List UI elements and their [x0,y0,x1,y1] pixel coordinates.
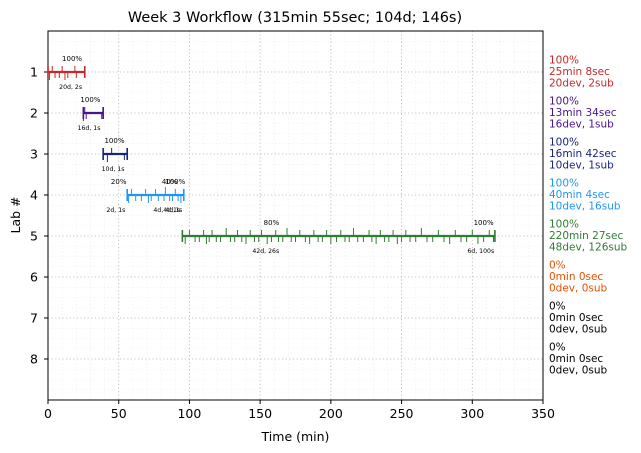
lab-3-summary-line: 10dev, 1sub [549,160,614,172]
lab-5-percent-label: 80% [264,219,280,227]
lab-4-percent-label: 100% [165,178,185,186]
x-tick-label: 350 [531,406,555,421]
x-tick-label: 0 [44,406,52,421]
lab-2-summary-label: 16d, 1s [78,125,101,132]
lab-1-summary-label: 20d, 2s [59,84,82,91]
y-axis-label: Lab # [8,196,23,233]
x-tick-label: 150 [248,406,272,421]
y-tick-label: 5 [30,229,38,244]
lab-3-summary-line: 100% [549,137,579,149]
y-tick-label: 3 [30,147,38,162]
lab-4-summary-line: 40min 4sec [549,189,610,201]
x-tick-label: 250 [390,406,414,421]
lab-4-summary-label: 2d, 1s [106,207,125,214]
x-tick-label: 300 [460,406,484,421]
lab-8-summary-line: 0dev, 0sub [549,365,608,377]
lab-1-summary-line: 25min 8sec [549,66,610,78]
grid-lines [47,31,544,400]
lab-4-summary-line: 10dev, 16sub [549,201,621,213]
x-tick-label: 200 [319,406,343,421]
lab-4-percent-label: 40% [162,178,178,186]
axes: 0 50 100 150 200 250 300 350 1 2 3 4 5 6 7 8 [30,65,555,422]
lab-2-summary-line: 16dev, 1sub [549,119,614,131]
lab-3-series: 100% 10d, 1s [102,137,128,173]
y-tick-label: 4 [30,188,38,203]
lab-1-percent-label: 100% [62,55,82,63]
lab-5-series: 80% 100% 42d, 26s 6d, 100s [181,219,496,255]
x-axis-label: Time (min) [261,429,330,444]
lab-3-percent-label: 100% [104,137,124,145]
lab-1-summary-line: 20dev, 2sub [549,78,614,90]
lab-5-summary-line: 220min 27sec [549,230,623,242]
y-tick-label: 6 [30,270,38,285]
lab-5-summary-line: 48dev, 126sub [549,242,628,254]
lab-4-percent-label: 20% [111,178,127,186]
lab-3-summary-label: 10d, 1s [102,166,125,173]
lab-5-summary-line: 100% [549,219,579,231]
lab-6-summary-line: 0dev, 0sub [549,283,608,295]
y-tick-label: 2 [30,106,38,121]
plot-area [47,30,544,401]
lab-5-summary-label: 6d, 100s [467,248,494,255]
lab-6-summary-line: 0% [549,260,566,272]
lab-5-summary-label: 42d, 26s [252,248,279,255]
lab-4-summary-line: 100% [549,178,579,190]
lab-7-summary-line: 0min 0sec [549,312,603,324]
lab-3-summary-line: 16min 42sec [549,148,617,160]
lab-2-summary-line: 13min 34sec [549,107,617,119]
y-tick-label: 8 [30,352,38,367]
lab-7-summary-line: 0dev, 0sub [549,324,608,336]
lab-7-summary-line: 0% [549,301,566,313]
lab-4-summary-label: 4d,1s [165,207,182,214]
y-tick-label: 7 [30,311,38,326]
lab-2-percent-label: 100% [80,96,100,104]
lab-6-summary-line: 0min 0sec [549,271,603,283]
x-tick-label: 100 [177,406,201,421]
lab-1-summary-line: 100% [549,55,579,67]
lab-2-summary-line: 100% [549,96,579,108]
chart-title: Week 3 Workflow (315min 55sec; 104d; 146… [128,10,462,26]
x-tick-label: 50 [111,406,127,421]
lab-4-summary-label: 4d,4d,1s [153,207,180,214]
lab-8-summary-line: 0% [549,342,566,354]
lab-8-summary-line: 0min 0sec [549,353,603,365]
y-tick-label: 1 [30,65,38,80]
lab-1-series: 100% 20d, 2s [47,55,86,91]
lab-5-percent-label: 100% [474,219,494,227]
lab-2-series: 100% 16d, 1s [78,96,104,132]
